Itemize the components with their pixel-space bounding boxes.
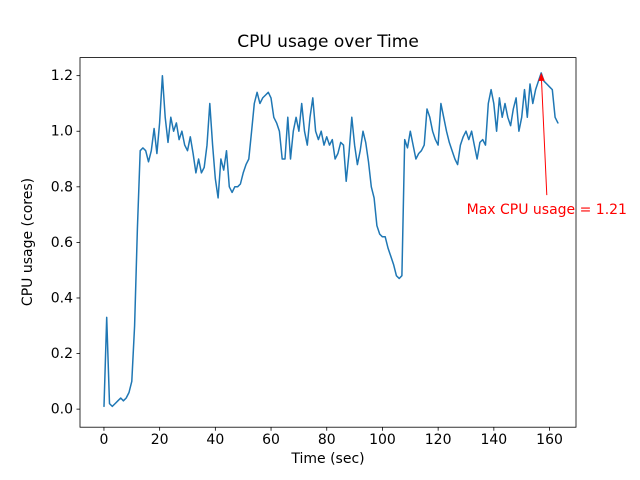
chart-title: CPU usage over Time [237, 32, 419, 52]
y-tick-label: 0.0 [51, 402, 73, 418]
x-tick-label: 140 [480, 432, 507, 448]
x-axis-ticks: 0 20 40 60 80 100 120 140 160 [99, 427, 563, 448]
y-tick-label: 1.0 [51, 124, 73, 140]
y-axis-label: CPU usage (cores) [20, 177, 36, 307]
annotation-text: Max CPU usage = 1.21 [467, 202, 627, 218]
x-tick-label: 40 [206, 432, 224, 448]
annotation-arrow-head [538, 72, 545, 81]
y-tick-label: 0.4 [51, 290, 73, 306]
y-axis-ticks: 0.0 0.2 0.4 0.6 0.8 1.0 1.2 [51, 68, 80, 418]
y-tick-label: 0.8 [51, 179, 73, 195]
x-tick-label: 80 [318, 432, 336, 448]
annotation-layer: Max CPU usage = 1.21 [467, 72, 627, 218]
x-axis-label: Time (sec) [291, 451, 365, 467]
y-tick-label: 0.6 [51, 235, 73, 251]
x-tick-label: 160 [536, 432, 563, 448]
y-tick-label: 1.2 [51, 68, 73, 84]
cpu-usage-line [103, 72, 559, 408]
annotation-arrow-line [541, 79, 548, 196]
axes-layer: 0 20 40 60 80 100 120 140 160 0.0 0.2 0.4 0.6 0.8 1.0 1… [51, 57, 577, 448]
x-tick-label: 0 [99, 432, 108, 448]
x-tick-label: 20 [151, 432, 169, 448]
x-tick-label: 60 [262, 432, 280, 448]
x-tick-label: 120 [425, 432, 452, 448]
data-series-layer [103, 72, 559, 408]
x-tick-label: 100 [369, 432, 396, 448]
y-tick-label: 0.2 [51, 346, 73, 362]
